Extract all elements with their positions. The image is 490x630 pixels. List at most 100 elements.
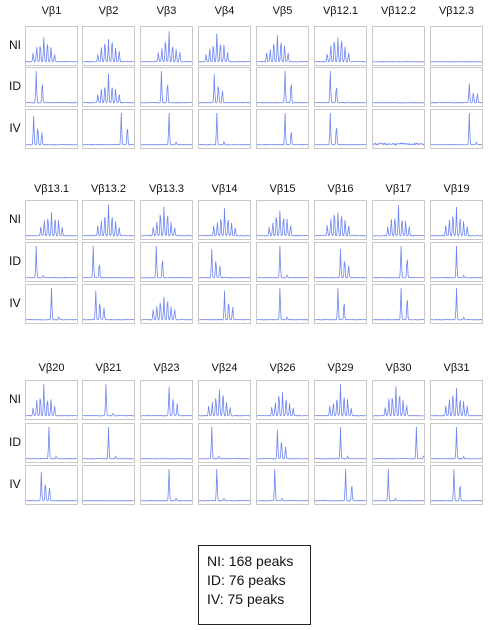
- trace-plot: [141, 458, 192, 460]
- trace-plot: [141, 31, 192, 63]
- trace-line: [26, 426, 77, 460]
- trace-line: [431, 287, 482, 321]
- trace-plot: [199, 290, 250, 321]
- trace-line: [83, 38, 134, 63]
- trace-plot: [83, 112, 134, 146]
- trace-line: [83, 73, 134, 104]
- trace-line: [431, 83, 482, 104]
- spectratype-cell: [140, 423, 193, 463]
- trace-line: [83, 426, 134, 460]
- trace-plot: [373, 204, 424, 237]
- spectratype-cell: [140, 284, 193, 324]
- vbeta-column-label: Vβ31: [443, 362, 470, 374]
- trace-line: [257, 287, 308, 321]
- spectratype-cell: [198, 284, 251, 324]
- trace-plot: [141, 296, 192, 321]
- condition-row-label: ID: [9, 254, 21, 268]
- trace-plot: [199, 389, 250, 417]
- spectratype-cell: [82, 26, 135, 66]
- trace-plot: [315, 112, 366, 146]
- vbeta-column-label: Vβ20: [38, 362, 65, 374]
- vbeta-column-label: Vβ5: [272, 5, 293, 17]
- spectratype-cell: [82, 67, 135, 107]
- spectratype-cell: [198, 67, 251, 107]
- trace-line: [257, 429, 308, 460]
- trace-line: [257, 112, 308, 146]
- spectratype-cell: [430, 200, 483, 240]
- spectratype-cell: [372, 465, 425, 505]
- trace-plot: [431, 61, 482, 63]
- spectratype-cell: [314, 109, 367, 149]
- trace-plot: [26, 37, 77, 63]
- trace-plot: [257, 70, 308, 104]
- trace-plot: [26, 426, 77, 460]
- spectratype-cell: [198, 242, 251, 282]
- trace-line: [83, 245, 134, 279]
- spectratype-cell: [25, 242, 78, 282]
- trace-plot: [315, 70, 366, 104]
- spectratype-cell: [372, 200, 425, 240]
- trace-plot: [373, 61, 424, 63]
- spectratype-cell: [372, 380, 425, 420]
- vbeta-column-label: Vβ12.1: [322, 5, 359, 17]
- trace-plot: [373, 386, 424, 417]
- spectratype-cell: [430, 380, 483, 420]
- trace-line: [315, 112, 366, 146]
- spectratype-cell: [314, 26, 367, 66]
- trace-plot: [141, 386, 192, 417]
- trace-plot: [199, 426, 250, 460]
- vbeta-column-label: Vβ13.3: [148, 183, 185, 195]
- trace-line: [83, 500, 134, 502]
- condition-row-label: ID: [9, 435, 21, 449]
- spectratype-cell: [256, 423, 309, 463]
- trace-line: [431, 468, 482, 502]
- spectratype-cell: [372, 67, 425, 107]
- trace-line: [141, 296, 192, 321]
- spectratype-cell: [25, 380, 78, 420]
- trace-line: [26, 471, 77, 502]
- trace-plot: [26, 383, 77, 417]
- spectratype-cell: [430, 284, 483, 324]
- trace-plot: [431, 206, 482, 237]
- trace-plot: [373, 287, 424, 321]
- spectratype-cell: [25, 109, 78, 149]
- vbeta-column-label: Vβ4: [214, 5, 235, 17]
- trace-plot: [83, 290, 134, 321]
- trace-line: [199, 74, 250, 104]
- spectratype-cell: [82, 465, 135, 505]
- spectratype-cell: [372, 109, 425, 149]
- spectratype-cell: [25, 200, 78, 240]
- trace-plot: [141, 70, 192, 104]
- spectratype-cell: [25, 67, 78, 107]
- trace-line: [373, 102, 424, 104]
- trace-line: [26, 383, 77, 417]
- trace-line: [257, 70, 308, 104]
- spectratype-cell: [314, 242, 367, 282]
- trace-line: [315, 384, 366, 417]
- spectratype-cell: [25, 423, 78, 463]
- trace-line: [315, 426, 366, 460]
- spectratype-cell: [198, 26, 251, 66]
- trace-line: [431, 387, 482, 417]
- trace-line: [141, 245, 192, 279]
- trace-line: [431, 61, 482, 63]
- vbeta-column-label: Vβ12.2: [380, 5, 417, 17]
- vbeta-column-label: Vβ29: [327, 362, 354, 374]
- trace-line: [373, 142, 424, 146]
- trace-line: [26, 245, 77, 279]
- trace-plot: [26, 287, 77, 321]
- trace-plot: [373, 426, 424, 460]
- trace-plot: [373, 142, 424, 146]
- spectratype-cell: [82, 380, 135, 420]
- trace-plot: [26, 70, 77, 104]
- spectratype-cell: [372, 242, 425, 282]
- trace-plot: [199, 249, 250, 279]
- trace-plot: [141, 112, 192, 146]
- vbeta-column-label: Vβ14: [211, 183, 238, 195]
- spectratype-cell: [314, 67, 367, 107]
- trace-plot: [315, 287, 366, 321]
- trace-line: [431, 112, 482, 146]
- peak-count-legend: NI: 168 peaks ID: 76 peaks IV: 75 peaks: [198, 545, 311, 625]
- trace-plot: [257, 35, 308, 63]
- trace-line: [26, 70, 77, 104]
